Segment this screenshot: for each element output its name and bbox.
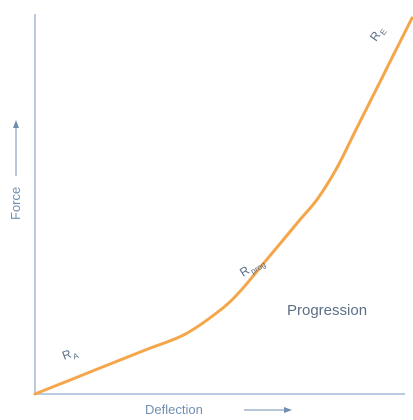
x-axis-arrow-head	[284, 407, 292, 413]
label-re-group: RE	[367, 23, 389, 44]
x-axis-title: Deflection	[145, 402, 203, 417]
label-ra-sub: A	[72, 351, 81, 362]
label-ra: RA	[60, 344, 80, 364]
label-ra-group: RA	[60, 344, 80, 364]
force-deflection-curve	[33, 16, 413, 396]
label-re: RE	[367, 23, 389, 44]
progression-annotation: Progression	[287, 302, 367, 319]
y-axis-title: Force	[8, 187, 23, 220]
label-re-sub: E	[378, 27, 388, 37]
y-axis-title-group: Force	[8, 120, 23, 220]
y-axis-arrow-head	[13, 120, 19, 128]
